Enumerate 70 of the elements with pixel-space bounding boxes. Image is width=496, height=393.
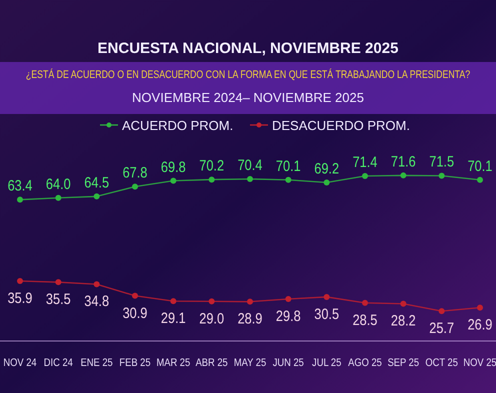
data-label: 35.9 <box>8 288 33 306</box>
data-label: 34.8 <box>84 292 110 310</box>
data-label: 71.6 <box>390 152 416 170</box>
point <box>55 279 62 286</box>
point <box>324 180 330 186</box>
point <box>285 296 292 302</box>
data-label: 25.7 <box>429 319 454 336</box>
point <box>438 308 445 314</box>
data-label: 70.4 <box>238 156 263 174</box>
point <box>400 172 406 178</box>
point <box>477 304 483 311</box>
x-tick-label: JUN 25 <box>272 357 304 370</box>
point <box>94 193 100 200</box>
data-label: 29.8 <box>276 307 301 324</box>
data-label: 30.9 <box>122 304 148 321</box>
point <box>285 176 292 183</box>
point <box>362 173 368 180</box>
point <box>362 300 368 306</box>
x-tick-label: FEB 25 <box>119 357 151 370</box>
x-tick-label: ENE 25 <box>80 357 114 370</box>
point <box>247 298 253 305</box>
x-tick-label: JUL 25 <box>312 357 342 370</box>
point <box>208 298 215 304</box>
data-label: 69.8 <box>160 158 186 175</box>
data-label: 70.2 <box>199 156 224 174</box>
point <box>400 300 406 307</box>
data-label: 70.1 <box>276 156 301 174</box>
chart-title: ENCUESTA NACIONAL, NOVIEMBRE 2025 <box>98 40 398 57</box>
chart-subtitle: ¿ESTÁ DE ACUERDO O EN DESACUERDO CON LA FORMA EN QUE ESTÁ TRABAJANDO LA PRESIDENTA? <box>26 68 471 82</box>
data-label: 28.9 <box>238 310 263 327</box>
data-label: 67.8 <box>122 164 148 181</box>
data-label: 35.5 <box>46 290 71 308</box>
data-label: 69.2 <box>314 160 340 177</box>
data-label: 28.2 <box>390 312 416 329</box>
text: NOVIEMBRE 2024– NOVIEMBRE 2025 <box>132 90 364 105</box>
point <box>170 178 176 184</box>
legend-label: DESACUERDO PROM. <box>272 118 410 133</box>
data-label: 29.0 <box>199 309 224 327</box>
point <box>170 298 176 304</box>
point <box>55 194 62 201</box>
point <box>17 278 23 284</box>
data-label: 30.5 <box>314 304 340 322</box>
point <box>132 292 138 299</box>
x-tick-label: NOV 24 <box>3 357 37 370</box>
x-tick-label: MAY 25 <box>234 357 266 370</box>
point <box>477 176 483 183</box>
point <box>324 294 330 300</box>
data-label: 64.0 <box>46 174 71 192</box>
data-label: 64.5 <box>84 173 110 191</box>
point <box>438 172 445 179</box>
point <box>94 281 100 288</box>
data-label: 63.4 <box>8 176 33 194</box>
x-tick-label: MAR 25 <box>156 357 190 370</box>
data-label: 26.9 <box>468 316 493 333</box>
data-label: 71.4 <box>352 153 378 170</box>
x-tick-label: SEP 25 <box>388 357 420 370</box>
x-tick-label: ABR 25 <box>196 357 228 370</box>
data-label: 29.1 <box>160 309 186 326</box>
point <box>208 176 215 183</box>
legend-label: ACUERDO PROM. <box>122 118 234 133</box>
point <box>247 176 253 182</box>
point <box>17 196 23 203</box>
data-label: 70.1 <box>468 156 493 174</box>
data-label: 28.5 <box>352 310 378 328</box>
x-tick-label: AGO 25 <box>348 357 382 370</box>
x-tick-label: NOV 25 <box>463 357 496 370</box>
point <box>132 184 138 190</box>
x-tick-label: OCT 25 <box>425 357 458 370</box>
x-tick-label: DIC 24 <box>44 357 74 370</box>
data-label: 71.5 <box>429 152 454 170</box>
